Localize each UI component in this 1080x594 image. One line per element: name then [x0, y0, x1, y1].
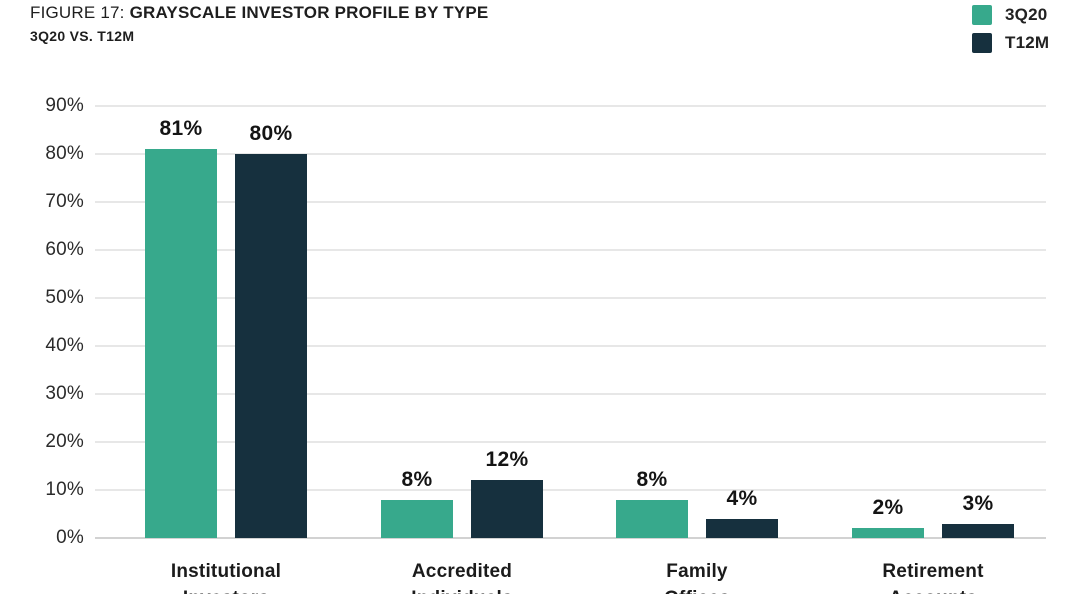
gridline-40pct — [95, 345, 1046, 347]
category-label-line1: Retirement — [882, 561, 984, 582]
category-label-line1: Accredited — [411, 561, 513, 582]
category-label-line1: Institutional — [170, 561, 282, 582]
chart-header: FIGURE 17: GRAYSCALE INVESTOR PROFILE BY … — [30, 3, 488, 44]
gridline-20pct — [95, 441, 1046, 443]
y-axis-tick-label: 50% — [45, 287, 84, 308]
y-axis-tick-label: 70% — [45, 191, 84, 212]
y-axis-tick-label: 80% — [45, 143, 84, 164]
bar-t12m-institutional — [235, 154, 307, 538]
gridline-90pct — [95, 105, 1046, 107]
gridline-30pct — [95, 393, 1046, 395]
legend-item-3q20: 3Q20 — [972, 5, 1049, 25]
category-label-accredited: Accredited Individuals — [347, 558, 577, 594]
category-label-line2: Offices — [582, 585, 812, 594]
chart-title: FIGURE 17: GRAYSCALE INVESTOR PROFILE BY … — [30, 3, 488, 23]
y-axis-tick-label: 60% — [45, 239, 84, 260]
category-label-family: Family Offices — [582, 558, 812, 594]
legend-label: 3Q20 — [1005, 5, 1048, 24]
legend: 3Q20 T12M — [972, 5, 1049, 61]
figure-number-label: FIGURE 17: — [30, 3, 125, 22]
bar-value-label: 3% — [962, 491, 994, 515]
bar-t12m-retirement — [942, 523, 1014, 538]
y-axis-tick-label: 0% — [56, 527, 84, 548]
bar-t12m-accredited — [471, 480, 543, 538]
bar-3q20-institutional — [145, 149, 217, 538]
gridline-50pct — [95, 297, 1046, 299]
category-label-retirement: Retirement Accounts — [818, 558, 1048, 594]
category-label-line2: Investors — [111, 585, 341, 594]
bar-value-label: 8% — [636, 467, 668, 491]
bar-3q20-retirement — [852, 528, 924, 538]
legend-swatch-3q20 — [972, 5, 992, 25]
bar-value-label: 8% — [401, 467, 433, 491]
category-label-line1: Family — [666, 561, 728, 582]
gridline-60pct — [95, 249, 1046, 251]
gridline-80pct — [95, 153, 1046, 155]
bar-t12m-family — [706, 518, 778, 538]
bar-3q20-accredited — [381, 499, 453, 538]
category-label-line2: Accounts — [818, 585, 1048, 594]
legend-label: T12M — [1005, 33, 1050, 52]
category-label-institutional: Institutional Investors — [111, 558, 341, 594]
legend-swatch-t12m — [972, 33, 992, 53]
bar-3q20-family — [616, 499, 688, 538]
gridline-70pct — [95, 201, 1046, 203]
category-label-line2: Individuals — [347, 585, 577, 594]
y-axis-tick-label: 90% — [45, 95, 84, 116]
y-axis-tick-label: 10% — [45, 479, 84, 500]
chart-title-text: GRAYSCALE INVESTOR PROFILE BY TYPE — [129, 3, 489, 22]
legend-item-t12m: T12M — [972, 33, 1049, 53]
bar-value-label: 80% — [249, 122, 293, 145]
gridline-0pct — [95, 537, 1046, 539]
gridline-10pct — [95, 489, 1046, 491]
bar-value-label: 81% — [159, 117, 203, 141]
bar-value-label: 2% — [872, 496, 904, 520]
bar-value-label: 4% — [726, 486, 758, 510]
y-axis-tick-label: 40% — [45, 335, 84, 356]
bar-value-label: 12% — [485, 448, 529, 472]
y-axis-tick-label: 20% — [45, 431, 84, 452]
chart-subtitle: 3Q20 VS. T12M — [30, 28, 135, 44]
y-axis-tick-label: 30% — [45, 383, 84, 404]
